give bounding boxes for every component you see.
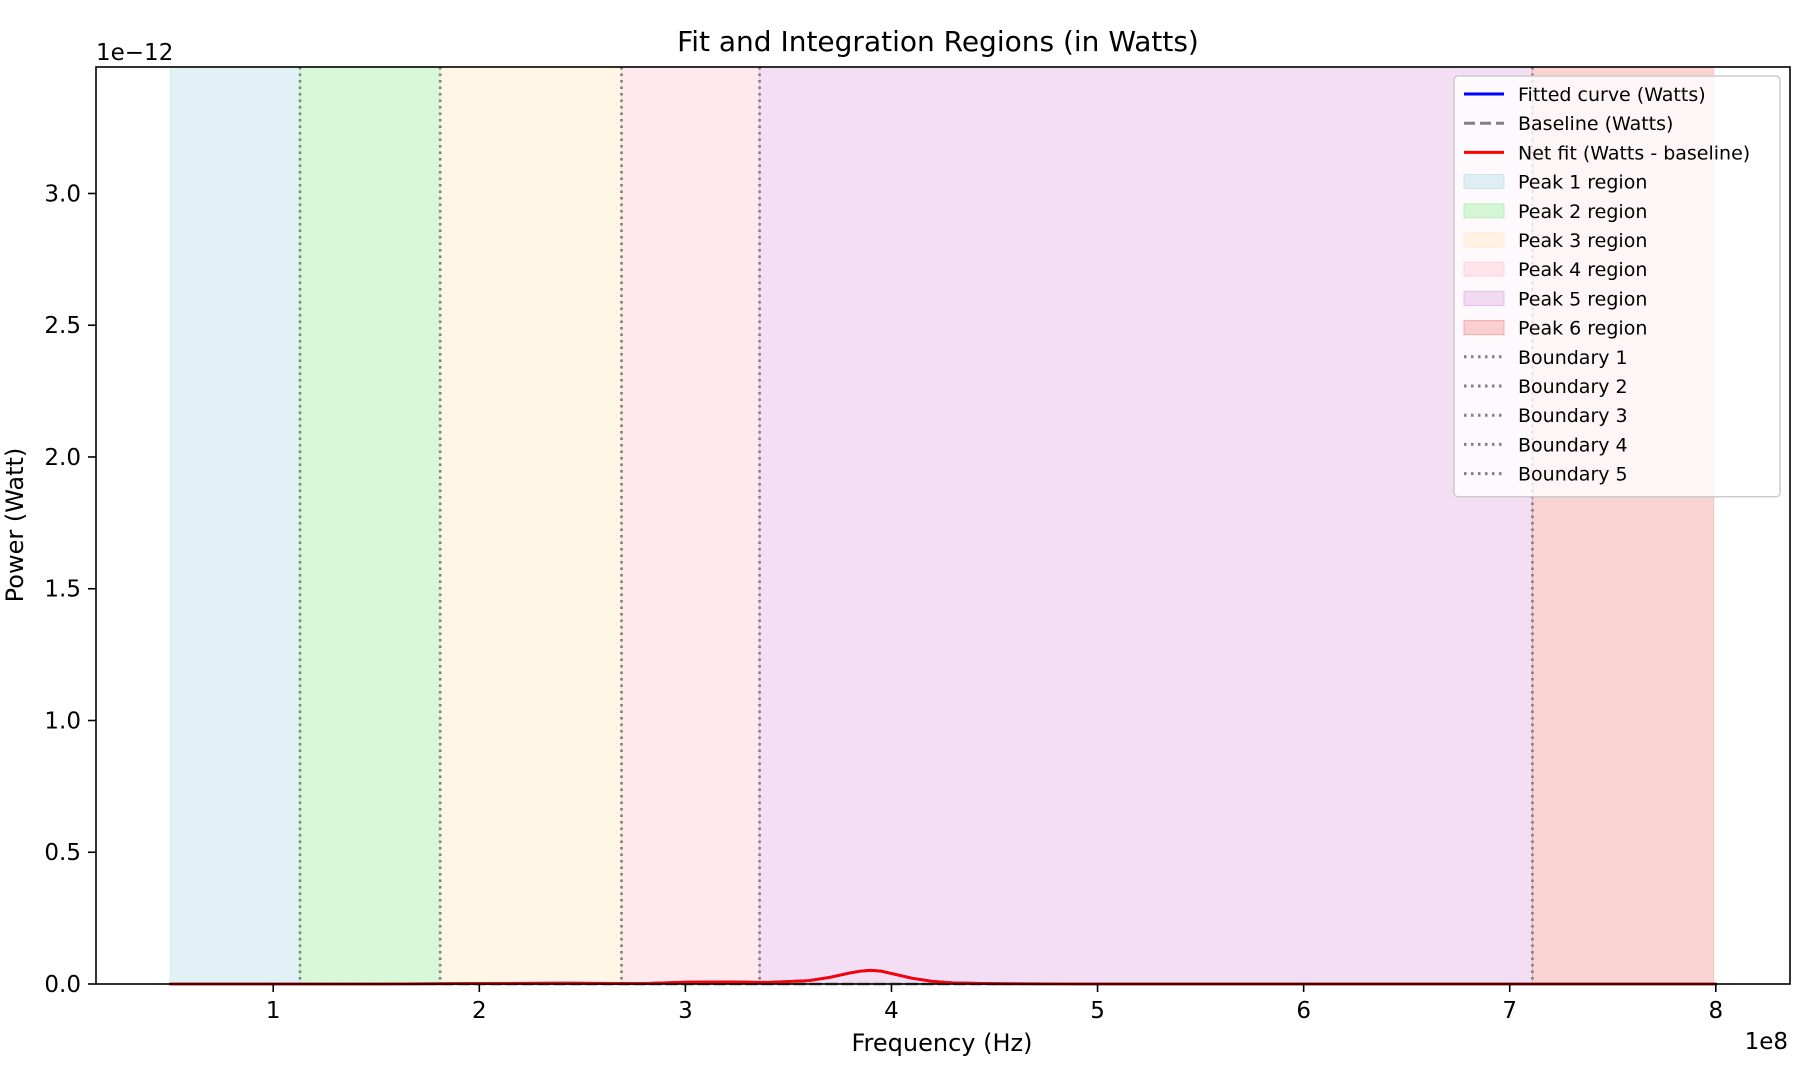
legend-label: Peak 1 region xyxy=(1518,172,1647,194)
plot-frame xyxy=(95,66,1791,985)
legend-swatch xyxy=(1463,232,1505,248)
x-tick-label: 6 xyxy=(1296,998,1311,1024)
x-tick-label: 8 xyxy=(1708,998,1723,1024)
y-axis: 0.0 0.5 1.0 1.5 2.0 2.5 3.0 xyxy=(44,181,96,998)
x-tick-label: 7 xyxy=(1502,998,1517,1024)
x-tick-label: 3 xyxy=(678,998,693,1024)
y-tick-label: 3.0 xyxy=(44,181,81,207)
legend-item: Baseline (Watts) xyxy=(1464,113,1673,135)
y-tick-label: 2.5 xyxy=(44,313,81,339)
x-offset-text: 1e8 xyxy=(1745,1029,1788,1055)
legend-item: Peak 6 region xyxy=(1463,318,1647,340)
legend-item: Peak 1 region xyxy=(1463,172,1647,194)
y-tick-label: 0.0 xyxy=(44,972,81,998)
legend-label: Boundary 5 xyxy=(1518,464,1628,486)
y-tick-label: 0.5 xyxy=(44,840,81,866)
legend-item: Net fit (Watts - baseline) xyxy=(1464,142,1750,164)
x-tick-label: 4 xyxy=(884,998,899,1024)
legend-label: Peak 3 region xyxy=(1518,230,1647,252)
legend-swatch xyxy=(1463,203,1505,219)
legend-label: Boundary 4 xyxy=(1518,434,1628,456)
legend-label: Baseline (Watts) xyxy=(1518,113,1673,135)
x-tick-label: 5 xyxy=(1090,998,1105,1024)
legend-item: Peak 2 region xyxy=(1463,201,1647,223)
legend-item: Fitted curve (Watts) xyxy=(1464,84,1706,106)
chart-title: Fit and Integration Regions (in Watts) xyxy=(677,25,1199,58)
legend-label: Peak 5 region xyxy=(1518,288,1647,310)
region-4 xyxy=(621,66,761,985)
legend-swatch xyxy=(1463,290,1505,306)
region-1 xyxy=(169,66,301,985)
y-tick-label: 1.5 xyxy=(44,577,81,603)
legend-item: Boundary 4 xyxy=(1464,434,1628,456)
legend: Fitted curve (Watts) Baseline (Watts) Net … xyxy=(1453,75,1781,498)
region-5 xyxy=(759,66,1533,985)
x-tick-label: 1 xyxy=(266,998,281,1024)
legend-label: Boundary 1 xyxy=(1518,347,1628,369)
legend-label: Peak 2 region xyxy=(1518,201,1647,223)
region-3 xyxy=(439,66,623,985)
legend-swatch xyxy=(1463,261,1505,277)
legend-label: Boundary 3 xyxy=(1518,405,1628,427)
x-axis: 1 2 3 4 5 6 7 8 xyxy=(266,984,1723,1024)
legend-frame xyxy=(1453,75,1781,498)
legend-item: Boundary 2 xyxy=(1464,376,1628,398)
x-tick-label: 2 xyxy=(472,998,487,1024)
y-tick-label: 1.0 xyxy=(44,708,81,734)
legend-item: Boundary 3 xyxy=(1464,405,1628,427)
y-offset-text: 1e−12 xyxy=(96,40,173,66)
legend-item: Peak 4 region xyxy=(1463,259,1647,281)
legend-swatch xyxy=(1463,174,1505,190)
y-axis-label: Power (Watt) xyxy=(1,448,29,603)
y-tick-label: 2.0 xyxy=(44,445,81,471)
legend-item: Boundary 1 xyxy=(1464,347,1628,369)
x-axis-label: Frequency (Hz) xyxy=(852,1029,1033,1057)
legend-label: Peak 4 region xyxy=(1518,259,1647,281)
legend-label: Peak 6 region xyxy=(1518,318,1647,340)
region-2 xyxy=(299,66,441,985)
legend-label: Fitted curve (Watts) xyxy=(1518,84,1706,106)
legend-item: Peak 3 region xyxy=(1463,230,1647,252)
legend-item: Boundary 5 xyxy=(1464,464,1628,486)
legend-label: Boundary 2 xyxy=(1518,376,1628,398)
legend-swatch xyxy=(1463,320,1505,336)
legend-label: Net fit (Watts - baseline) xyxy=(1518,142,1750,164)
legend-item: Peak 5 region xyxy=(1463,288,1647,310)
